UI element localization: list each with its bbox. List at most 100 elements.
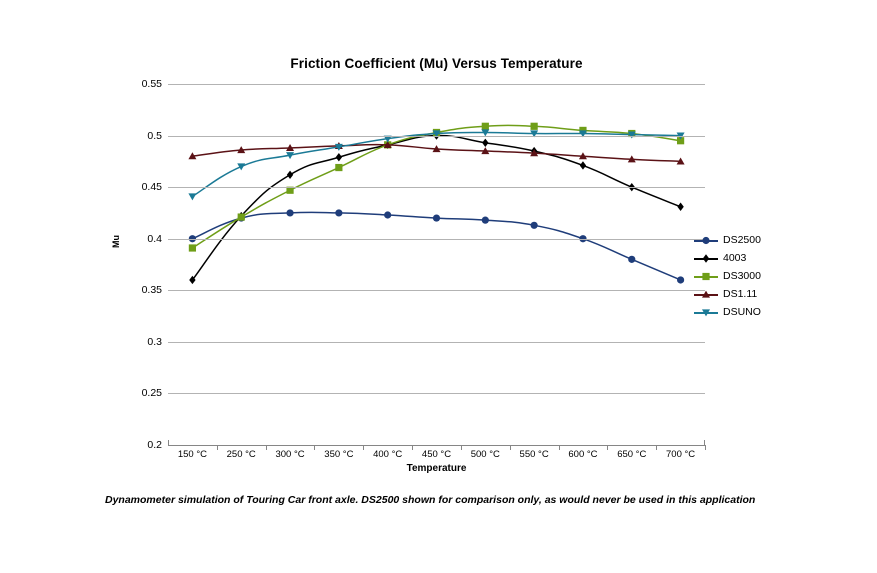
y-tick-label: 0.2 xyxy=(147,439,162,451)
chart-legend: DS2500 4003 DS3000 DS1.11 DSUNO xyxy=(694,231,790,321)
data-point-marker xyxy=(530,149,539,157)
chart-footnote: Dynamometer simulation of Touring Car fr… xyxy=(105,494,756,506)
x-tick-label: 300 °C xyxy=(275,449,305,460)
legend-item-ds3000[interactable]: DS3000 xyxy=(694,267,790,285)
x-tick-label: 400 °C xyxy=(373,449,403,460)
data-point-marker xyxy=(702,290,710,298)
legend-item-label: DSUNO xyxy=(723,306,761,318)
y-tick-label: 0.35 xyxy=(141,284,162,297)
data-point-marker xyxy=(627,155,636,163)
series-ds2500 xyxy=(188,209,685,284)
y-tick-label: 0.45 xyxy=(141,181,162,194)
data-point-marker xyxy=(383,140,392,148)
x-tick-mark xyxy=(656,445,658,450)
gridline xyxy=(168,341,705,343)
legend-swatch-icon xyxy=(694,305,718,319)
x-tick-label: 450 °C xyxy=(421,449,452,460)
series-dsuno xyxy=(188,129,685,201)
x-tick-label: 650 °C xyxy=(617,449,647,460)
data-point-marker xyxy=(702,309,710,317)
gridline xyxy=(168,290,705,292)
data-point-marker xyxy=(432,214,441,222)
data-point-marker xyxy=(579,161,587,170)
data-point-marker xyxy=(286,186,294,194)
x-tick-label: 350 °C xyxy=(324,449,354,460)
data-point-marker xyxy=(676,137,685,145)
data-point-marker xyxy=(335,163,343,172)
data-point-marker xyxy=(627,131,636,139)
series-4003 xyxy=(189,131,684,285)
data-point-marker xyxy=(188,244,197,252)
data-point-marker xyxy=(335,209,343,217)
x-tick-mark xyxy=(216,445,218,450)
gridline xyxy=(168,84,705,85)
y-tick-label: 0.25 xyxy=(141,387,162,400)
gridline xyxy=(168,238,705,240)
data-point-marker xyxy=(702,236,710,245)
data-point-marker xyxy=(530,221,538,229)
data-point-marker xyxy=(530,130,539,138)
data-point-marker xyxy=(237,146,246,154)
data-point-marker xyxy=(481,122,489,130)
data-point-marker xyxy=(188,193,197,201)
data-point-marker xyxy=(384,211,392,219)
data-point-marker xyxy=(237,163,246,171)
data-point-marker xyxy=(432,130,441,138)
x-tick-mark xyxy=(314,445,316,450)
x-tick-mark xyxy=(705,445,706,450)
legend-item-label: DS3000 xyxy=(723,270,761,282)
gridline xyxy=(168,135,705,137)
legend-swatch-icon xyxy=(694,251,718,265)
data-point-marker xyxy=(481,147,490,155)
data-point-marker xyxy=(432,145,441,153)
x-tick-label: 500 °C xyxy=(470,449,500,460)
gridline xyxy=(168,187,705,189)
legend-item-4003[interactable]: 4003 xyxy=(694,249,790,267)
data-point-marker xyxy=(482,138,489,147)
data-point-marker xyxy=(286,209,294,217)
data-point-marker xyxy=(383,135,392,143)
y-axis: 0.55 0.5 0.45 0.4 0.35 0.3 0.25 0.2 xyxy=(112,0,162,573)
data-point-marker xyxy=(677,202,684,211)
data-point-marker xyxy=(335,153,343,162)
x-tick-mark xyxy=(607,445,609,450)
y-tick-label: 0.5 xyxy=(147,129,162,142)
legend-item-label: DS1.11 xyxy=(723,288,758,300)
legend-swatch-icon xyxy=(694,233,718,247)
data-point-marker xyxy=(530,122,538,130)
x-tick-mark xyxy=(558,445,560,450)
data-point-marker xyxy=(578,130,587,138)
data-point-marker xyxy=(628,255,636,263)
y-tick-label: 0.55 xyxy=(141,78,162,90)
x-tick-label: 550 °C xyxy=(519,449,549,460)
data-point-marker xyxy=(676,157,685,165)
plot-area xyxy=(168,84,705,445)
series-ds1-11 xyxy=(188,140,685,165)
x-tick-mark xyxy=(265,445,267,450)
x-tick-label: 700 °C xyxy=(666,449,696,460)
chart-title: Friction Coefficient (Mu) Versus Tempera… xyxy=(290,56,583,71)
x-tick-label: 150 °C xyxy=(177,449,207,460)
x-tick-mark xyxy=(460,445,462,450)
data-point-marker xyxy=(578,152,587,160)
legend-item-dsuno[interactable]: DSUNO xyxy=(694,303,790,321)
y-axis-title: Mu xyxy=(111,235,121,248)
legend-item-ds1-11[interactable]: DS1.11 xyxy=(694,285,790,303)
x-tick-label: 600 °C xyxy=(568,449,598,460)
data-point-marker xyxy=(702,272,710,281)
x-tick-mark xyxy=(509,445,511,450)
data-point-marker xyxy=(334,143,343,151)
y-tick-label: 0.3 xyxy=(147,335,162,348)
series-plot xyxy=(188,122,685,285)
x-axis-title: Temperature xyxy=(406,463,467,474)
data-point-marker xyxy=(676,276,685,284)
data-point-marker xyxy=(237,213,245,221)
data-point-marker xyxy=(481,129,490,137)
data-point-marker xyxy=(286,170,294,179)
legend-item-label: DS2500 xyxy=(723,234,761,246)
gridline xyxy=(168,393,705,395)
legend-swatch-icon xyxy=(694,269,718,283)
legend-item-ds2500[interactable]: DS2500 xyxy=(694,231,790,249)
x-axis-line xyxy=(168,445,705,446)
